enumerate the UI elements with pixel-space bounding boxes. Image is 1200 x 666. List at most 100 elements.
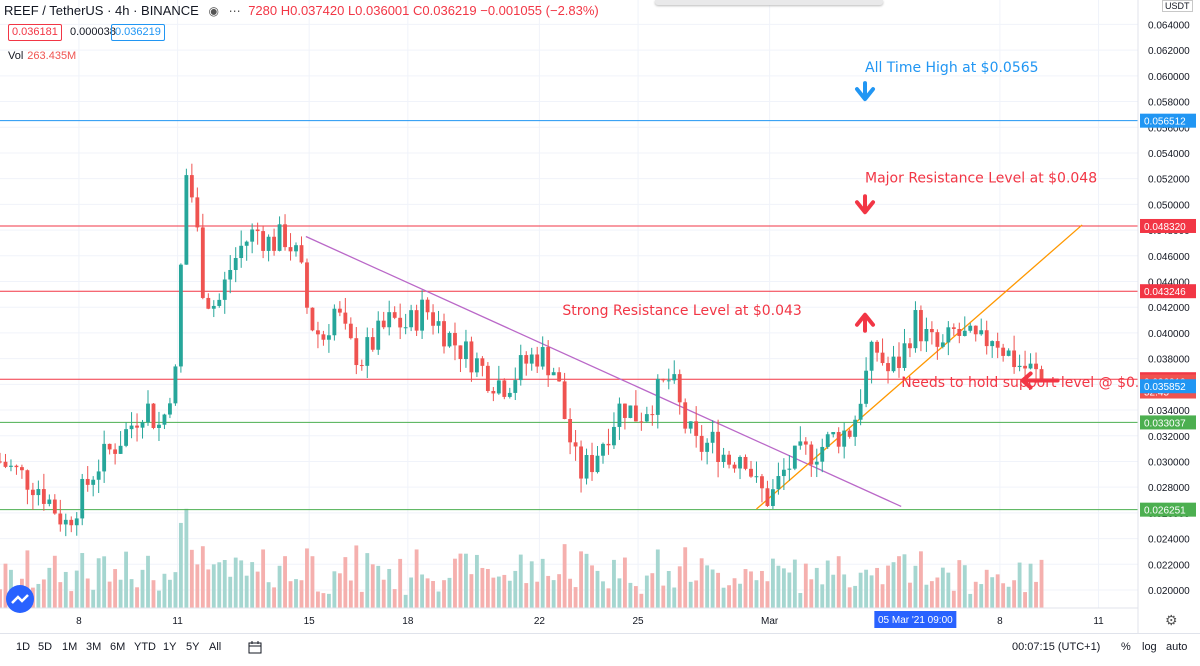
symbol-title[interactable]: REEF / TetherUS · 4h · BINANCE bbox=[4, 3, 199, 18]
price-tick-label: 0.060000 bbox=[1148, 72, 1190, 83]
candle-body bbox=[973, 325, 978, 335]
timeframe-1m[interactable]: 1M bbox=[62, 641, 78, 653]
volume-bar bbox=[529, 561, 534, 608]
volume-bar bbox=[359, 591, 364, 608]
candle-body bbox=[305, 262, 309, 308]
candle-body bbox=[781, 469, 786, 477]
candle-body bbox=[398, 317, 403, 328]
volume-bar bbox=[348, 580, 353, 608]
volume-bar bbox=[946, 572, 951, 608]
candle-body bbox=[622, 403, 627, 418]
candle-body bbox=[250, 229, 255, 242]
candle-body bbox=[337, 308, 342, 313]
candle-body bbox=[425, 299, 430, 313]
candle-body bbox=[294, 245, 298, 252]
candle-body bbox=[321, 334, 326, 340]
time-tick-label: 8 bbox=[997, 616, 1003, 627]
top-toolbar-handle[interactable] bbox=[655, 0, 883, 5]
level-tag-strong-resistance bbox=[1140, 284, 1196, 299]
volume-bar bbox=[250, 562, 255, 608]
candle-body bbox=[946, 327, 951, 343]
volume-bar bbox=[69, 591, 74, 608]
price-tick-label: 0.050000 bbox=[1148, 200, 1190, 211]
candle-body bbox=[310, 307, 315, 331]
time-axis[interactable]: 8 11 15 18 22 25 Mar 8 11 05 Mar '21 09:00 bbox=[0, 607, 1138, 628]
volume-bar bbox=[41, 579, 46, 608]
candle-body bbox=[683, 402, 688, 429]
candle-body bbox=[573, 442, 578, 447]
volume-bar bbox=[36, 583, 41, 608]
volume-bar bbox=[283, 556, 287, 608]
timeframe-1y[interactable]: 1Y bbox=[163, 641, 177, 653]
timeframe-ytd[interactable]: YTD bbox=[134, 641, 156, 653]
log-toggle[interactable]: log bbox=[1142, 641, 1157, 653]
candle-body bbox=[157, 424, 161, 428]
timeframe-5y[interactable]: 5Y bbox=[186, 641, 200, 653]
price-tick-label: 0.046000 bbox=[1148, 252, 1190, 263]
price-tick-label: 0.054000 bbox=[1148, 149, 1190, 160]
ask-price[interactable]: 0.036219 bbox=[111, 24, 165, 41]
volume-bar bbox=[612, 559, 616, 608]
volume-bar bbox=[853, 585, 858, 608]
annotation-arrow-down bbox=[855, 81, 876, 102]
volume-bar bbox=[798, 593, 803, 608]
horizontal-levels bbox=[0, 120, 1138, 511]
candle-body bbox=[74, 518, 79, 526]
timeframe-1d[interactable]: 1D bbox=[16, 641, 31, 653]
candle-body bbox=[431, 312, 435, 326]
volume-bar bbox=[63, 571, 68, 608]
volume-bar bbox=[935, 577, 940, 608]
candle-body bbox=[496, 380, 501, 394]
timeframe-3m[interactable]: 3M bbox=[86, 641, 102, 653]
timeframe-6m[interactable]: 6M bbox=[110, 641, 126, 653]
timeframe-5d[interactable]: 5D bbox=[38, 641, 53, 653]
candle-body bbox=[606, 443, 611, 446]
volume-bar bbox=[973, 581, 978, 608]
volume-bar bbox=[880, 584, 885, 608]
candle-body bbox=[650, 414, 655, 416]
candle-body bbox=[792, 445, 797, 469]
volume-bar bbox=[491, 577, 496, 608]
eye-icon[interactable]: ◉ bbox=[208, 4, 219, 18]
candle-body bbox=[85, 478, 90, 485]
volume-bar bbox=[162, 573, 167, 608]
price-axis[interactable]: 0.0200000.0220000.0240000.0260000.028000… bbox=[1137, 0, 1200, 633]
volume-bar bbox=[809, 579, 814, 608]
price-tick-label: 0.064000 bbox=[1148, 20, 1190, 31]
volume-bar bbox=[1001, 583, 1006, 608]
volume-bar bbox=[705, 565, 710, 608]
volume-bar bbox=[453, 558, 457, 608]
more-icon[interactable]: ⋯ bbox=[228, 4, 241, 18]
candle-body bbox=[1017, 365, 1022, 368]
calendar-range-icon[interactable] bbox=[248, 641, 262, 657]
tradingview-logo-icon[interactable] bbox=[6, 585, 34, 613]
volume-bar bbox=[52, 555, 57, 608]
price-axis-bg bbox=[1138, 0, 1200, 633]
volume-bar bbox=[639, 593, 644, 608]
candle-body bbox=[869, 341, 874, 371]
candle-body bbox=[529, 354, 534, 364]
candle-body bbox=[173, 366, 178, 404]
crosshair-time-bg bbox=[874, 611, 957, 628]
candle-body bbox=[168, 403, 172, 415]
volume-bar bbox=[343, 557, 348, 608]
price-tick-label: 0.056000 bbox=[1148, 123, 1190, 134]
gear-icon[interactable]: ⚙ bbox=[1165, 612, 1178, 628]
candle-body bbox=[754, 476, 759, 478]
currency-label[interactable]: USDT bbox=[1162, 0, 1193, 12]
candle-body bbox=[200, 227, 205, 298]
volume-bar bbox=[113, 569, 118, 608]
volume-bar bbox=[962, 565, 967, 608]
volume-bar bbox=[409, 577, 414, 608]
volume-bar bbox=[957, 560, 962, 608]
volume-bar bbox=[200, 546, 205, 608]
auto-toggle[interactable]: auto bbox=[1166, 641, 1188, 653]
candle-body bbox=[968, 325, 973, 331]
percent-toggle[interactable]: % bbox=[1121, 641, 1131, 653]
volume-bar bbox=[749, 571, 753, 608]
clock-display[interactable]: 00:07:15 (UTC+1) bbox=[1012, 641, 1101, 653]
bid-price[interactable]: 0.036181 bbox=[8, 24, 62, 41]
timeframe-all[interactable]: All bbox=[209, 641, 222, 653]
volume-bar bbox=[825, 560, 830, 608]
